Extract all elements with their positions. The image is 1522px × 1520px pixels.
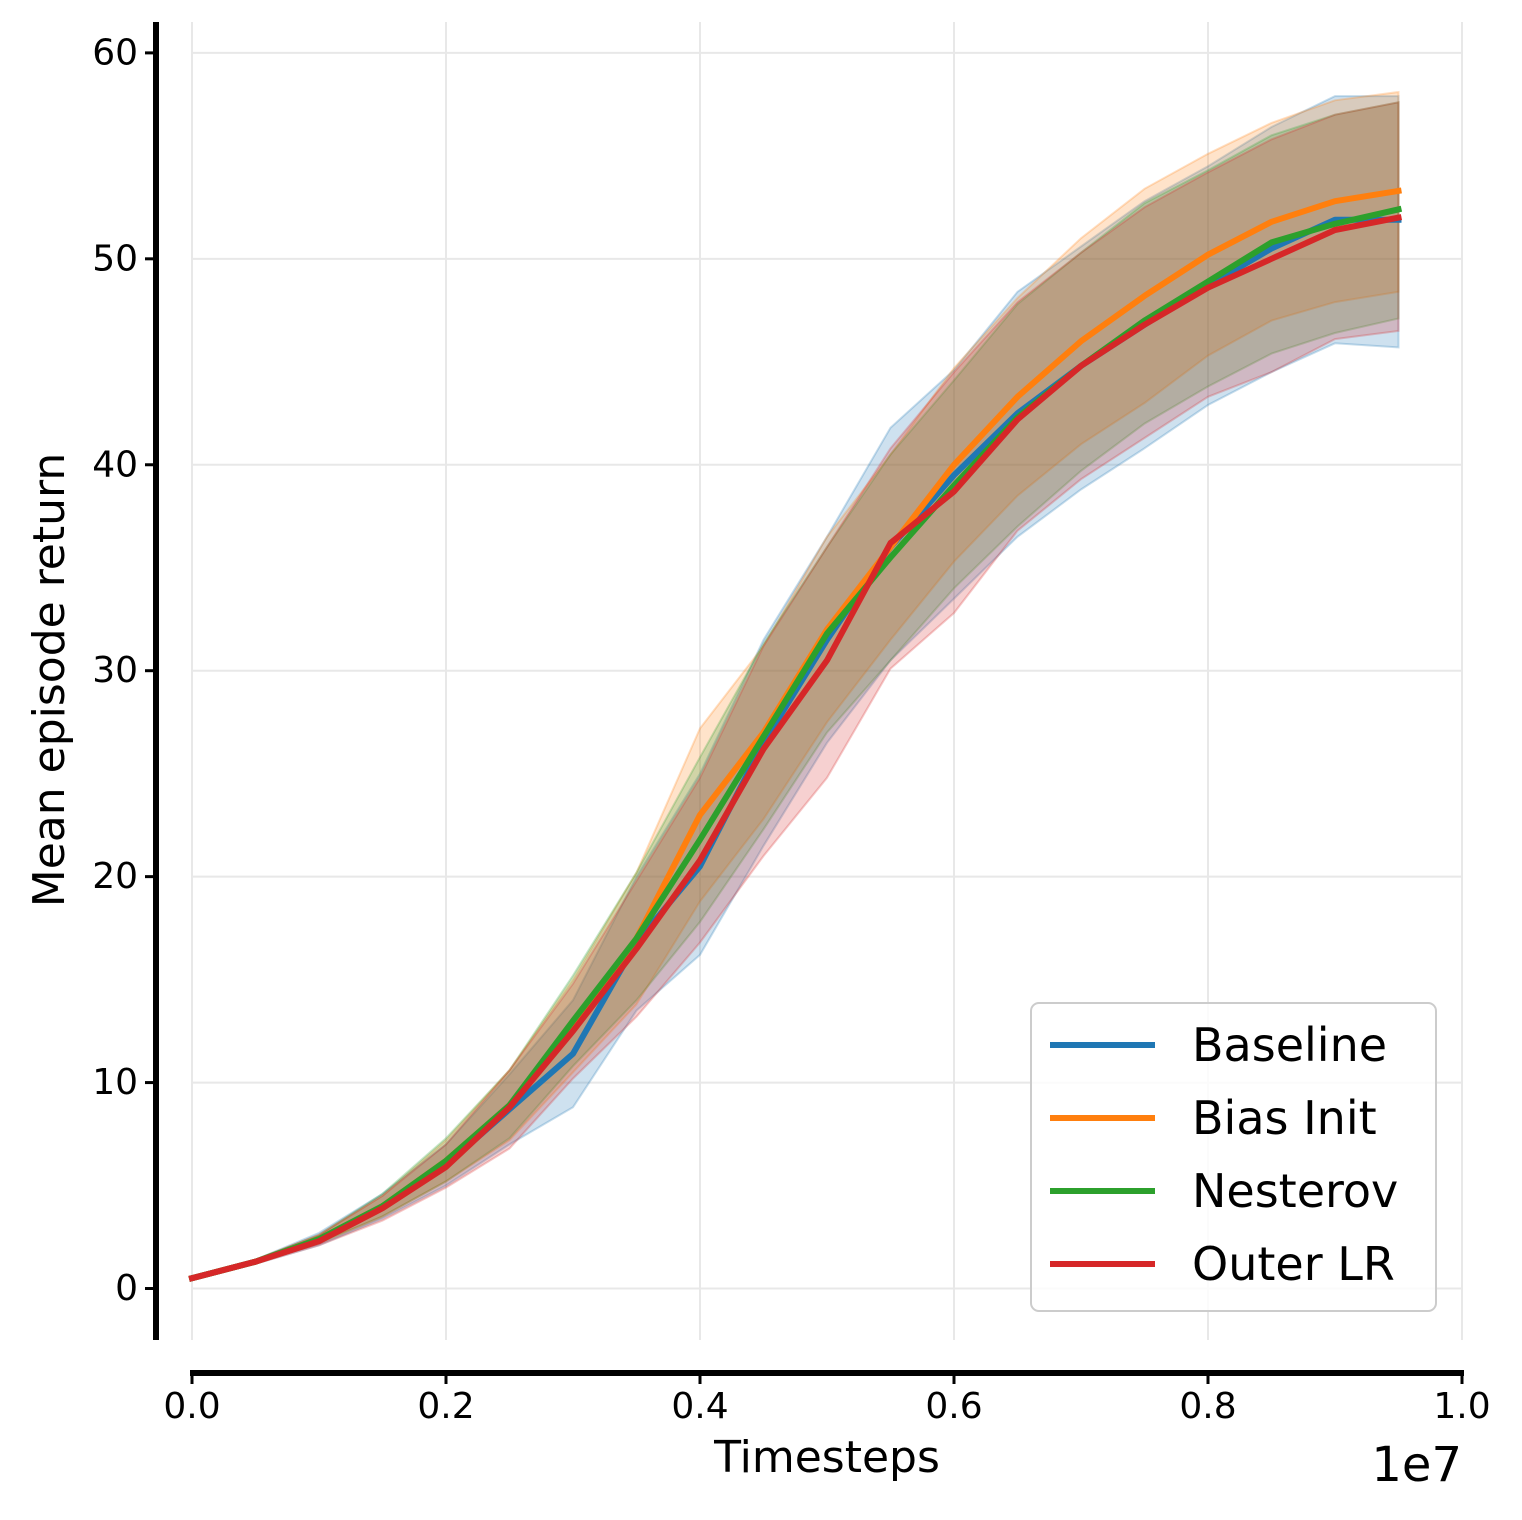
- y-axis-label: Mean episode return: [24, 453, 75, 907]
- x-axis-ticks: 0.0 0.2 0.4 0.6 0.8 1.0: [163, 1373, 1491, 1427]
- series-lines: [188, 187, 1403, 1282]
- legend-label-bias-init: Bias Init: [1192, 1091, 1377, 1145]
- x-axis-label: Timesteps: [713, 1432, 940, 1483]
- x-tick-label: 0.0: [163, 1386, 220, 1427]
- legend-label-outer-lr: Outer LR: [1192, 1237, 1395, 1291]
- y-tick-label: 10: [92, 1062, 138, 1103]
- y-tick-label: 60: [92, 32, 138, 73]
- x-tick-label: 0.8: [1179, 1386, 1236, 1427]
- y-tick-label: 20: [92, 856, 138, 897]
- x-tick-label: 1.0: [1433, 1386, 1490, 1427]
- y-tick-label: 50: [92, 238, 138, 279]
- grid: [191, 22, 1463, 1340]
- y-tick-label: 40: [92, 444, 138, 485]
- y-tick-label: 30: [92, 650, 138, 691]
- legend-label-nesterov: Nesterov: [1192, 1164, 1398, 1218]
- x-tick-label: 0.6: [925, 1386, 982, 1427]
- y-axis-ticks: 0 10 20 30 40 50 60: [92, 32, 156, 1309]
- legend: Baseline Bias Init Nesterov Outer LR: [1030, 1002, 1437, 1312]
- series-line-outer-lr: [188, 214, 1403, 1282]
- legend-box: [1030, 1002, 1437, 1312]
- y-tick-label: 0: [115, 1268, 138, 1309]
- x-tick-label: 0.4: [671, 1386, 728, 1427]
- x-axis-offset-label: 1e7: [1371, 1437, 1462, 1493]
- legend-label-baseline: Baseline: [1192, 1018, 1387, 1072]
- x-tick-label: 0.2: [417, 1386, 474, 1427]
